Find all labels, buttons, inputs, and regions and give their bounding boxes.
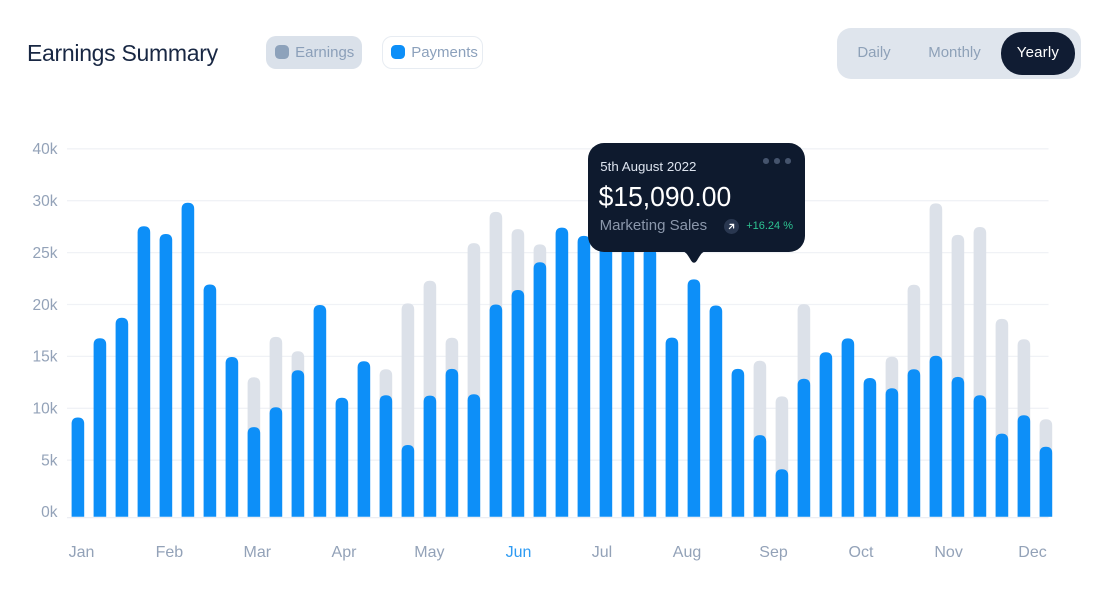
svg-text:Sep: Sep: [759, 544, 788, 561]
svg-text:Feb: Feb: [156, 544, 184, 561]
svg-text:Aug: Aug: [673, 544, 701, 561]
svg-text:20k: 20k: [33, 297, 58, 314]
svg-text:25k: 25k: [33, 245, 58, 262]
svg-text:Dec: Dec: [1018, 544, 1046, 561]
svg-text:Nov: Nov: [934, 544, 962, 561]
svg-text:Oct: Oct: [849, 544, 874, 561]
svg-text:Mar: Mar: [244, 544, 272, 561]
svg-text:5k: 5k: [41, 453, 58, 470]
svg-text:30k: 30k: [33, 193, 58, 210]
svg-text:Apr: Apr: [332, 544, 358, 561]
svg-text:40k: 40k: [33, 141, 58, 158]
svg-text:Jun: Jun: [506, 544, 532, 561]
svg-text:May: May: [414, 544, 444, 561]
svg-text:0k: 0k: [41, 504, 58, 521]
svg-text:10k: 10k: [33, 401, 58, 418]
svg-text:Jul: Jul: [592, 544, 612, 561]
svg-text:Jan: Jan: [69, 544, 95, 561]
svg-text:15k: 15k: [33, 349, 58, 366]
